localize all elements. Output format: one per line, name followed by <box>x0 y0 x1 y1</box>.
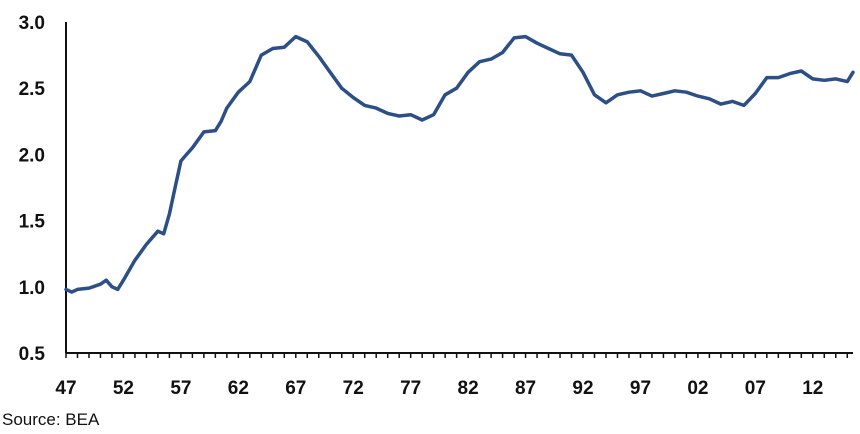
x-tick-label: 02 <box>687 378 708 399</box>
x-tick-label: 52 <box>113 378 134 399</box>
x-tick-label: 72 <box>343 378 364 399</box>
x-tick-label: 12 <box>802 378 823 399</box>
source-note: Source: BEA <box>2 410 100 429</box>
x-tick-label: 67 <box>285 378 306 399</box>
x-tick-label: 07 <box>745 378 766 399</box>
x-axis: 47 52 57 62 67 72 77 82 87 92 97 02 07 12 <box>55 352 853 399</box>
x-tick-label: 97 <box>630 378 651 399</box>
x-tick-label: 82 <box>458 378 479 399</box>
y-tick-label: 0.5 <box>19 344 46 365</box>
x-minor-ticks <box>65 353 849 358</box>
y-tick-label: 3.0 <box>19 13 45 34</box>
x-tick-label: 57 <box>170 378 191 399</box>
x-tick-label: 87 <box>515 378 536 399</box>
x-tick-label: 47 <box>55 378 76 399</box>
y-tick-label: 2.5 <box>19 79 46 100</box>
y-axis: 0.5 1.0 1.5 2.0 2.5 3.0 <box>19 13 67 365</box>
series-line <box>64 34 855 294</box>
x-tick-label: 62 <box>228 378 249 399</box>
x-tick-labels: 47 52 57 62 67 72 77 82 87 92 97 02 07 12 <box>55 378 823 399</box>
x-tick-label: 77 <box>400 378 421 399</box>
y-tick-label: 2.0 <box>19 145 45 166</box>
y-tick-label: 1.5 <box>19 212 46 233</box>
y-tick-label: 1.0 <box>19 278 45 299</box>
y-tick-labels: 0.5 1.0 1.5 2.0 2.5 3.0 <box>19 13 46 365</box>
x-tick-label: 92 <box>572 378 593 399</box>
